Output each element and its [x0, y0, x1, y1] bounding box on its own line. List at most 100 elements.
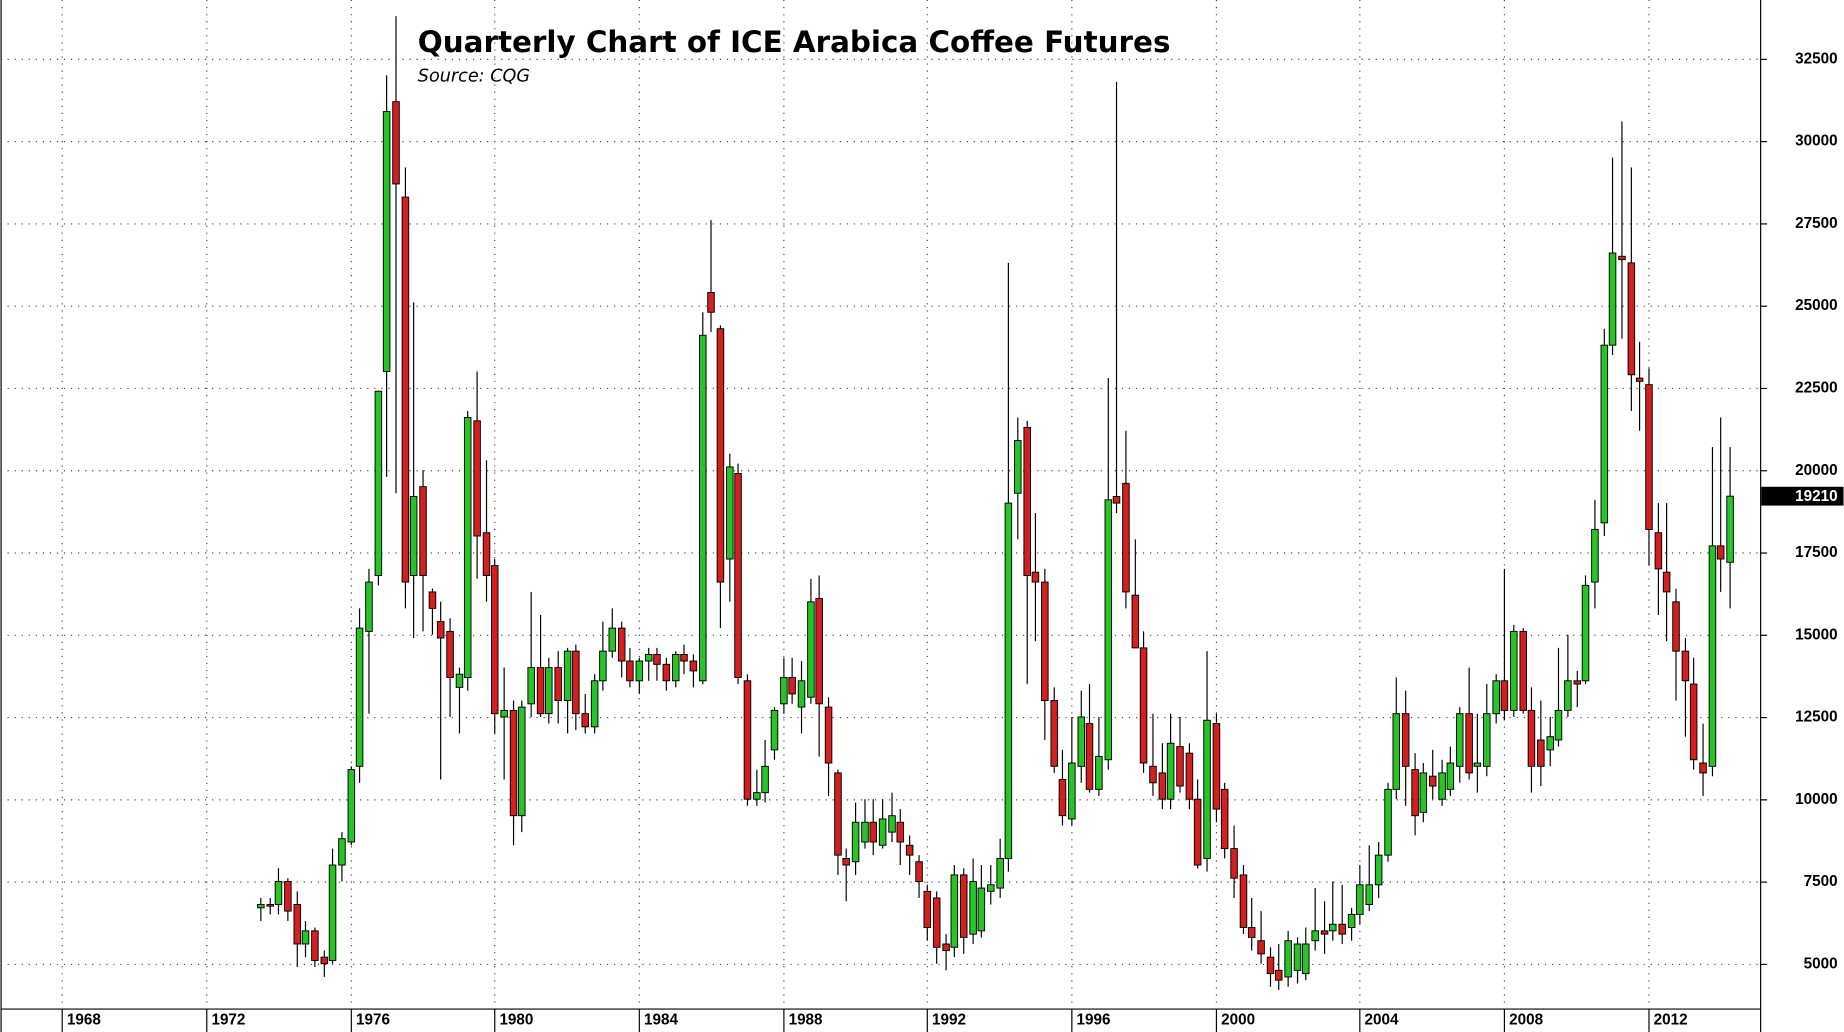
candle-body: [788, 677, 796, 695]
candle-body: [1455, 713, 1464, 767]
candle-body: [1004, 502, 1013, 859]
candle-body: [807, 601, 815, 698]
candle-body: [780, 677, 788, 705]
candle-body: [1438, 772, 1446, 800]
candle-body: [1365, 884, 1374, 905]
candle-body: [743, 680, 752, 800]
y-tick-label: 30000: [1795, 133, 1837, 150]
candle-body: [500, 709, 508, 718]
candle-body: [699, 334, 707, 682]
candle-body: [590, 680, 599, 728]
candle-body: [996, 857, 1004, 889]
candle-body: [347, 769, 356, 843]
y-tick-label: 27500: [1795, 215, 1837, 232]
candle-body: [1500, 680, 1509, 711]
candle-body: [1618, 255, 1626, 261]
candle-body: [644, 653, 653, 662]
candle-body: [1284, 940, 1292, 978]
candle-body: [1050, 700, 1058, 767]
candle-body: [1139, 647, 1148, 764]
candle-body: [923, 890, 932, 929]
candle-body: [969, 881, 977, 935]
candle-body: [671, 653, 680, 682]
candle-body: [1149, 765, 1157, 784]
candle-body: [1166, 742, 1175, 800]
candle-body: [608, 627, 617, 652]
candle-body: [824, 706, 833, 764]
x-tick-label: 1984: [644, 1011, 678, 1028]
candle-body: [950, 874, 959, 948]
candle-body: [1320, 930, 1329, 935]
candle-body: [284, 881, 292, 912]
candle-body: [1384, 788, 1392, 856]
candle-body: [770, 709, 779, 751]
candle-body: [1708, 545, 1717, 767]
candle-body: [851, 821, 860, 863]
candle-body: [1203, 719, 1211, 859]
candle-body: [428, 591, 437, 609]
candle-body: [382, 111, 391, 372]
candle-body: [1356, 884, 1364, 915]
candle-body: [1239, 874, 1248, 929]
candle-body: [1212, 723, 1221, 810]
candle-body: [1077, 716, 1086, 767]
candle-body: [1627, 262, 1636, 376]
candle-body: [1726, 495, 1734, 563]
candle-body: [1031, 571, 1040, 583]
candle-body: [1411, 769, 1419, 817]
candle-body: [1645, 384, 1653, 530]
candle-body: [274, 881, 283, 905]
candle-body: [878, 818, 887, 846]
candle-body: [545, 667, 553, 715]
candle-body: [1635, 377, 1644, 382]
candle-body: [1662, 571, 1671, 593]
candle-body: [1023, 426, 1031, 576]
y-tick-label: 10000: [1795, 791, 1837, 808]
candle-body: [527, 667, 535, 705]
candle-body: [1193, 798, 1202, 866]
candle-body: [1293, 943, 1302, 971]
candle-body: [572, 650, 580, 715]
candle-body: [320, 956, 329, 965]
chart-title: Quarterly Chart of ICE Arabica Coffee Fu…: [418, 25, 1171, 59]
x-tick-label: 2012: [1654, 1011, 1688, 1028]
candle-body: [761, 765, 769, 794]
candle-body: [374, 390, 383, 576]
y-tick-label: 5000: [1804, 955, 1838, 972]
candle-body: [662, 663, 671, 682]
candle-body: [401, 196, 410, 583]
candle-body: [1014, 440, 1022, 494]
candle-body: [1158, 772, 1167, 800]
candle-body: [1274, 969, 1283, 981]
candle-body: [1654, 532, 1663, 570]
candle-body: [328, 864, 337, 961]
candle-body: [842, 857, 850, 866]
candle-body: [1257, 940, 1265, 955]
candle-body: [365, 581, 373, 632]
candle-body: [536, 667, 545, 715]
candle-body: [509, 709, 518, 817]
candle-body: [977, 887, 986, 932]
candle-body: [257, 904, 265, 909]
candle-body: [1329, 923, 1337, 932]
candle-body: [1527, 709, 1536, 767]
candle-body: [473, 420, 481, 537]
candle-body: [482, 532, 491, 576]
candle-body: [716, 328, 725, 583]
candle-body: [409, 496, 418, 576]
candle-body: [1600, 344, 1609, 524]
candle-body: [1591, 528, 1599, 583]
x-tick-label: 2004: [1365, 1011, 1399, 1028]
candle-body: [1122, 482, 1130, 593]
y-tick-label: 32500: [1795, 50, 1837, 67]
candle-body: [1176, 746, 1184, 787]
candle-body: [932, 897, 941, 948]
candle-body: [617, 627, 626, 662]
candle-body: [1419, 772, 1428, 813]
candle-body: [734, 473, 742, 678]
chart-subtitle: Source: CQG: [418, 66, 530, 86]
candle-body: [1689, 683, 1698, 761]
candle-body: [905, 844, 914, 856]
candle-body: [581, 713, 590, 728]
